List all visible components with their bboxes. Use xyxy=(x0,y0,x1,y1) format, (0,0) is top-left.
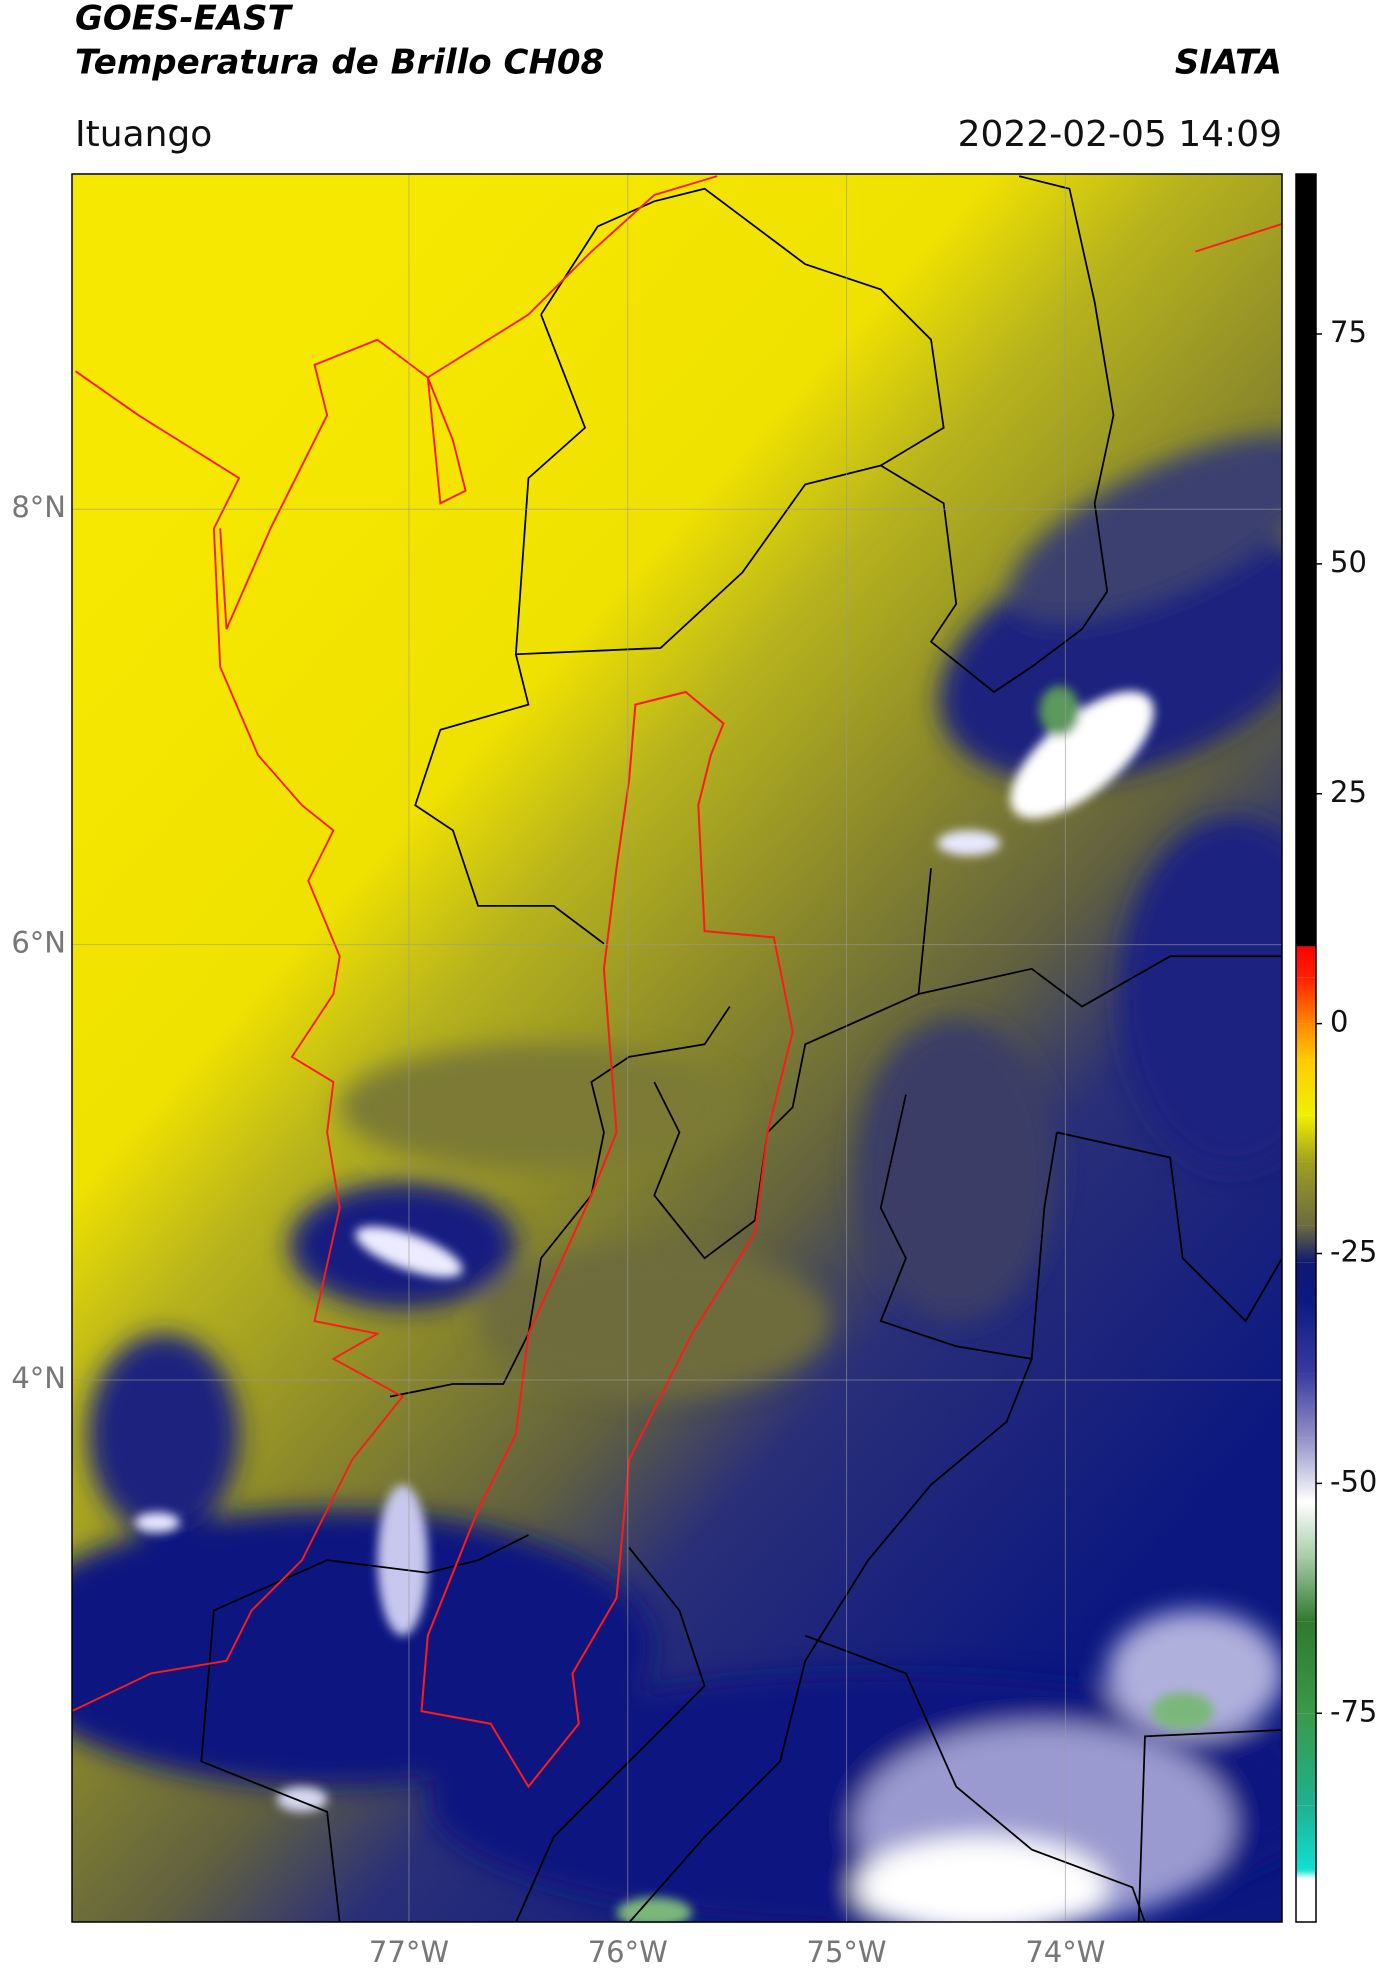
colorbar-segment xyxy=(1296,977,1316,1024)
colorbar-segment xyxy=(1296,1023,1316,1061)
region: Ituango xyxy=(75,114,212,155)
y-tick-label: 6°N xyxy=(11,926,66,960)
satellite-field xyxy=(71,173,1283,1923)
subtitle: Temperatura de Brillo CH08 xyxy=(75,43,604,83)
colorbar-tick-label: -25 xyxy=(1330,1235,1377,1269)
coastline xyxy=(71,175,1283,1713)
colorbar-segment xyxy=(1296,1161,1316,1226)
colorbar-segment xyxy=(1296,1437,1316,1502)
colorbar-segment xyxy=(1296,946,1316,978)
ituango-basin xyxy=(420,690,794,1789)
x-tick-label: 74°W xyxy=(1025,1935,1105,1969)
x-tick-label: 76°W xyxy=(588,1935,668,1969)
colorbar-tick-label: -50 xyxy=(1330,1464,1377,1498)
source: SIATA xyxy=(1175,43,1282,83)
colorbar-segment xyxy=(1296,1805,1316,1870)
datetime: 2022-02-05 14:09 xyxy=(958,114,1282,155)
colorbar-frame xyxy=(1295,173,1317,1923)
colorbar-segment xyxy=(1296,1878,1316,1922)
colorbar-tick-label: -75 xyxy=(1330,1694,1377,1728)
y-tick-label: 8°N xyxy=(11,490,66,524)
colorbar-segment xyxy=(1296,1869,1316,1879)
colorbar-segment xyxy=(1296,1713,1316,1806)
colorbar-segment xyxy=(1296,1262,1316,1300)
colorbar-segment xyxy=(1296,1060,1316,1116)
y-tick-label: 4°N xyxy=(11,1361,66,1395)
title: GOES-EAST xyxy=(75,0,294,39)
colorbar-segment xyxy=(1296,1621,1316,1714)
colorbar-tick-label: 0 xyxy=(1330,1005,1348,1039)
x-tick-label: 77°W xyxy=(369,1935,449,1969)
colorbar-segment xyxy=(1296,174,1316,947)
colorbar-segment xyxy=(1296,1373,1316,1438)
colorbar-segment xyxy=(1296,1115,1316,1162)
department-borders xyxy=(200,175,1283,1923)
colorbar-segment xyxy=(1296,1501,1316,1557)
x-tick-label: 75°W xyxy=(807,1935,887,1969)
colorbar-segment xyxy=(1296,1225,1316,1263)
colorbar-segment xyxy=(1296,1556,1316,1622)
colorbar-tick-label: 50 xyxy=(1330,545,1367,579)
colorbar-segment xyxy=(1296,1299,1316,1374)
colorbar-tick-label: 75 xyxy=(1330,315,1367,349)
colorbar-tick-label: 25 xyxy=(1330,775,1367,809)
plot-frame xyxy=(71,173,1283,1923)
